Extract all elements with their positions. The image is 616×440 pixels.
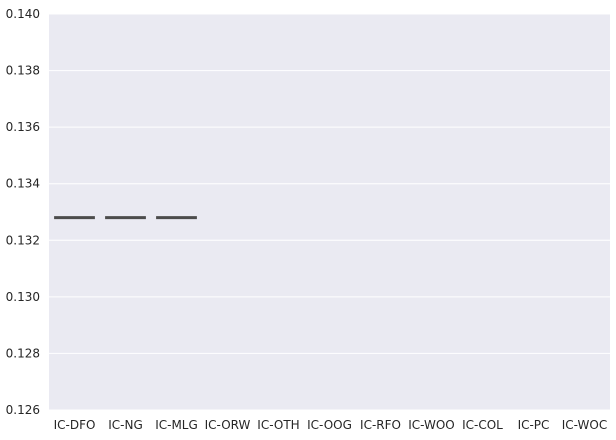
x-tick-label: IC-COL [462,418,503,432]
x-tick-label: IC-RFO [360,418,401,432]
x-tick-label: IC-DFO [54,418,96,432]
y-tick-label: 0.134 [6,177,40,191]
y-tick-label: 0.140 [6,7,40,21]
y-tick-label: 0.128 [6,346,40,360]
y-axis-tick-labels: 0.126 0.128 0.130 0.132 0.134 0.136 0.138 0.140 [6,7,40,417]
gridlines [49,13,610,411]
x-tick-label: IC-OTH [257,418,299,432]
x-tick-label: IC-OOG [307,418,352,432]
y-tick-label: 0.126 [6,403,40,417]
x-tick-label: IC-MLG [155,418,198,432]
plot-background [49,14,610,410]
x-tick-label: IC-WOO [408,418,455,432]
x-axis-tick-labels: IC-DFO IC-NG IC-MLG IC-ORW IC-OTH IC-OOG IC-RF… [54,418,608,432]
x-tick-label: IC-NG [108,418,143,432]
y-tick-label: 0.138 [6,64,40,78]
y-tick-label: 0.132 [6,233,40,247]
x-tick-label: IC-PC [518,418,550,432]
y-tick-label: 0.136 [6,120,40,134]
y-tick-label: 0.130 [6,290,40,304]
x-tick-label: IC-WOC [562,418,607,432]
x-tick-label: IC-ORW [205,418,251,432]
